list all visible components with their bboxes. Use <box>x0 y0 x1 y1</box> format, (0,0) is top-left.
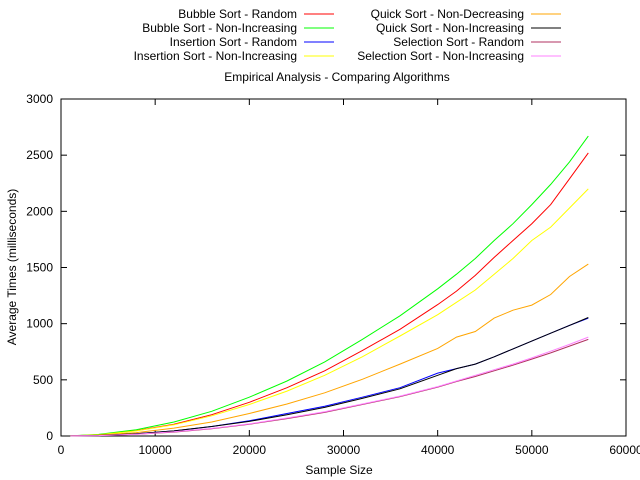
y-axis: 0 500 1000 1500 2000 2500 3000 <box>26 92 626 443</box>
x-tick-label: 20000 <box>233 443 267 457</box>
y-tick-label: 0 <box>46 429 53 443</box>
chart-title: Empirical Analysis - Comparing Algorithm… <box>224 70 449 84</box>
series-line-selection-sort-random <box>70 338 589 437</box>
series-line-bubble-sort-random <box>70 152 589 437</box>
series-line-quick-sort-non-decreasing <box>70 263 589 437</box>
legend-label-quick-sort-non-increasing: Quick Sort - Non-Increasing <box>376 21 524 35</box>
series-line-insertion-sort-random <box>70 317 589 437</box>
y-tick-label: 2000 <box>26 204 53 218</box>
legend-label-bubble-sort-non-increasing: Bubble Sort - Non-Increasing <box>142 21 297 35</box>
legend-label-insertion-sort-non-increasing: Insertion Sort - Non-Increasing <box>134 49 297 63</box>
legend-label-selection-sort-non-increasing: Selection Sort - Non-Increasing <box>357 49 524 63</box>
series-line-bubble-sort-non-increasing <box>70 135 589 437</box>
legend-label-insertion-sort-random: Insertion Sort - Random <box>170 35 297 49</box>
y-tick-label: 3000 <box>26 92 53 106</box>
y-tick-label: 500 <box>33 373 53 387</box>
plot-frame <box>60 98 627 437</box>
y-tick-label: 2500 <box>26 148 53 162</box>
x-tick-label: 10000 <box>138 443 172 457</box>
y-tick-label: 1500 <box>26 261 53 275</box>
x-tick-label: 30000 <box>327 443 361 457</box>
series-group <box>70 135 589 437</box>
x-tick-label: 60000 <box>609 443 640 457</box>
series-line-insertion-sort-non-increasing <box>70 188 589 437</box>
x-tick-label: 0 <box>58 443 65 457</box>
series-line-selection-sort-non-increasing <box>70 336 589 437</box>
y-tick-label: 1000 <box>26 317 53 331</box>
x-axis-label: Sample Size <box>305 463 373 477</box>
legend-label-quick-sort-non-decreasing: Quick Sort - Non-Decreasing <box>371 7 524 21</box>
x-tick-label: 50000 <box>515 443 549 457</box>
series-line-quick-sort-non-increasing <box>70 317 589 437</box>
y-axis-label: Average Times (milliseconds) <box>5 189 19 346</box>
legend-label-selection-sort-random: Selection Sort - Random <box>393 35 524 49</box>
legend-label-bubble-sort-random: Bubble Sort - Random <box>178 7 297 21</box>
x-axis: 0 10000 20000 30000 40000 50000 60000 <box>58 99 640 457</box>
x-tick-label: 40000 <box>421 443 455 457</box>
